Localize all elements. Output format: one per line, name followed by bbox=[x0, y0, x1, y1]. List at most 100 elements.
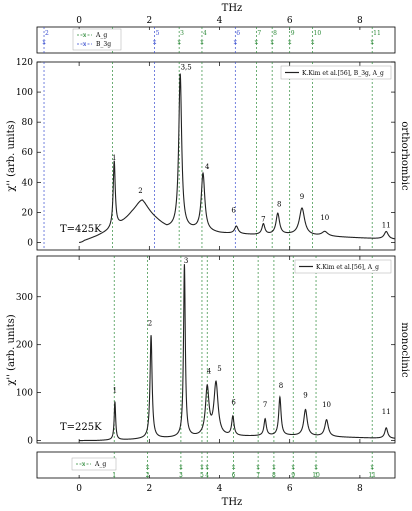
peak-label: 11 bbox=[382, 221, 391, 229]
bottom-strip-marker: x bbox=[370, 464, 374, 471]
peak-label: 7 bbox=[261, 215, 265, 223]
monoclinic-panel: 0 100 200 300 1 2 3 4 5 6 7 8 9 10 11 T=225K K.Kim et… bbox=[6, 255, 410, 447]
monoclinic-legend-label: K.Kim et al.[56], A_g bbox=[316, 264, 379, 271]
orthorhombic-side-label: orthorhombic bbox=[399, 121, 410, 191]
bottom-strip-mode-label: 1 bbox=[112, 472, 116, 479]
peak-label: 10 bbox=[320, 214, 329, 222]
peak-label: 4 bbox=[205, 163, 210, 171]
top-x-tick-label: 6 bbox=[287, 16, 293, 26]
bottom-strip-mode-label: 6 bbox=[232, 472, 236, 479]
orthorhombic-temperature: T=425K bbox=[60, 224, 102, 235]
top-strip-marker: x bbox=[255, 39, 259, 46]
bottom-strip-marker: x bbox=[206, 464, 210, 471]
y-tick-label: 80 bbox=[22, 118, 34, 128]
top-strip-legend: x A_g x B_3g bbox=[72, 28, 122, 51]
top-strip-marker: x bbox=[370, 39, 374, 46]
monoclinic-temperature: T=225K bbox=[60, 422, 102, 433]
peak-label: 7 bbox=[263, 401, 267, 409]
peak-label: 3,5 bbox=[181, 64, 192, 72]
peak-label: 4 bbox=[207, 367, 212, 375]
peak-label: 3 bbox=[184, 257, 188, 265]
monoclinic-side-label: monoclinic bbox=[399, 322, 410, 378]
y-tick-label: 40 bbox=[22, 178, 34, 188]
top-x-tick-label: 8 bbox=[357, 16, 363, 26]
bottom-strip-mode-label: 3 bbox=[179, 472, 183, 479]
top-strip-marker: x bbox=[288, 39, 292, 46]
peak-label: 10 bbox=[322, 401, 331, 409]
bottom-x-tick-label: 0 bbox=[76, 484, 82, 494]
bottom-strip-mode-label: 10 bbox=[312, 472, 320, 479]
bottom-axis-label: THz bbox=[222, 497, 243, 508]
top-strip-mode-label: 7 bbox=[257, 30, 261, 37]
bottom-strip-marker: x bbox=[146, 464, 150, 471]
bottom-strip-mode-label: 11 bbox=[368, 472, 376, 479]
bottom-strip-marker: x bbox=[200, 464, 204, 471]
peak-label: 2 bbox=[148, 320, 152, 328]
bottom-x-tick-label: 8 bbox=[357, 484, 363, 494]
bottom-strip-marker: x bbox=[256, 464, 260, 471]
top-axis-label: THz bbox=[222, 3, 243, 14]
y-tick-label: 60 bbox=[22, 148, 34, 158]
monoclinic-ylabel: χ'' (arb. units) bbox=[6, 314, 17, 385]
bottom-legend-ag-label: A_g bbox=[94, 461, 106, 468]
top-x-tick-label: 0 bbox=[76, 16, 82, 26]
bottom-x-tick-label: 2 bbox=[146, 484, 152, 494]
orthorhombic-legend-label: K.Kim et al.[56], B_3g, A_g bbox=[302, 70, 384, 77]
top-strip-mode-label: 2 bbox=[45, 30, 49, 37]
y-tick-label: 0 bbox=[27, 238, 33, 248]
peak-label: 5 bbox=[217, 365, 221, 373]
peak-label: 9 bbox=[303, 391, 307, 399]
orthorhombic-legend: K.Kim et al.[56], B_3g, A_g bbox=[280, 65, 392, 80]
top-strip-mode-label: 8 bbox=[273, 30, 277, 37]
peak-label: 1 bbox=[113, 387, 117, 395]
top-strip-mode-label: 10 bbox=[314, 30, 322, 37]
top-strip-mode-label: 3 bbox=[180, 30, 184, 37]
peak-label: 6 bbox=[231, 399, 236, 407]
y-tick-label: 120 bbox=[16, 58, 33, 68]
bottom-x-tick-label: 6 bbox=[287, 484, 293, 494]
top-strip-marker: x bbox=[234, 39, 238, 46]
bottom-x-tick-label: 4 bbox=[217, 484, 223, 494]
bottom-strip-marker: x bbox=[292, 464, 296, 471]
top-strip-mode-label: 5 bbox=[156, 30, 160, 37]
peak-label: 6 bbox=[231, 206, 236, 214]
y-tick-label: 300 bbox=[16, 293, 33, 303]
top-strip-mode-label: 9 bbox=[291, 30, 295, 37]
legend-b3g-label: B_3g bbox=[96, 41, 111, 48]
top-strip-marker: x bbox=[177, 39, 181, 46]
top-strip-mode-label: 11 bbox=[373, 30, 381, 37]
y-tick-label: 20 bbox=[22, 208, 34, 218]
bottom-strip-mode-label: 7 bbox=[256, 472, 260, 479]
y-tick-label: 100 bbox=[16, 88, 33, 98]
top-strip-marker: x bbox=[153, 39, 157, 46]
top-strip-marker: x bbox=[42, 39, 46, 46]
orthorhombic-spectrum-line bbox=[79, 73, 395, 244]
y-tick-label: 0 bbox=[27, 437, 33, 447]
bottom-strip-legend: x A_g bbox=[71, 457, 117, 471]
bottom-strip-mode-label: 5 bbox=[200, 472, 204, 479]
bottom-strip-mode-label: 2 bbox=[146, 472, 150, 479]
top-strip-marker: x bbox=[200, 39, 204, 46]
orthorhombic-ylabel: χ'' (arb. units) bbox=[6, 120, 17, 191]
peak-label: 11 bbox=[382, 408, 391, 416]
bottom-strip-marker: x bbox=[272, 464, 276, 471]
top-strip-mode-label: 4 bbox=[203, 30, 207, 37]
legend-ag-label: A_g bbox=[95, 32, 107, 39]
monoclinic-legend: K.Kim et al.[56], A_g bbox=[294, 259, 392, 274]
peak-label: 2 bbox=[138, 187, 142, 195]
peak-label: 8 bbox=[279, 382, 283, 390]
y-tick-label: 100 bbox=[16, 389, 33, 399]
bottom-strip-mode-label: 9 bbox=[291, 472, 295, 479]
orthorhombic-panel: 0 20 40 60 80 100 120 1 2 3,5 4 6 7 8 9 10 11 T=425K K.… bbox=[6, 58, 410, 251]
top-x-tick-label: 4 bbox=[217, 16, 223, 26]
monoclinic-spectrum-line bbox=[79, 264, 395, 442]
bottom-strip-mode-label: 4 bbox=[205, 472, 209, 479]
bottom-strip-marker: x bbox=[314, 464, 318, 471]
svg-text:x: x bbox=[82, 461, 86, 468]
peak-label: 8 bbox=[277, 200, 281, 208]
bottom-strip-marker: x bbox=[179, 464, 183, 471]
svg-text:x: x bbox=[83, 41, 87, 48]
